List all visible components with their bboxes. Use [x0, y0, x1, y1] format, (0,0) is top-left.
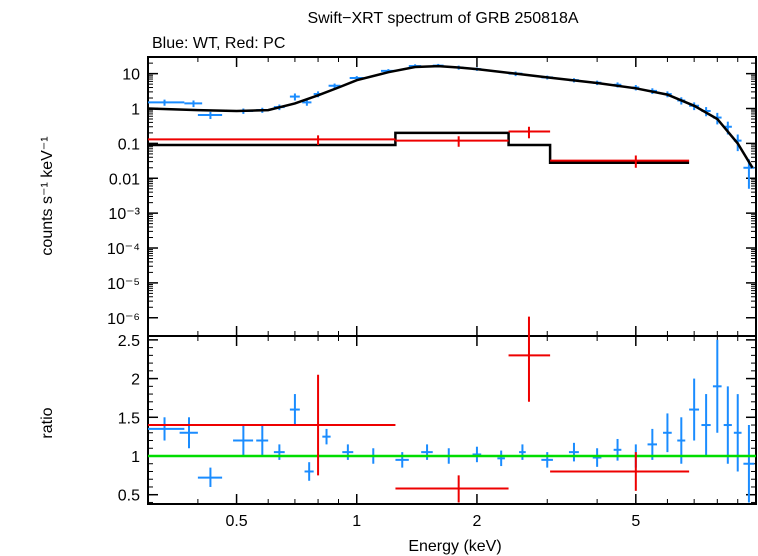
- pc-data-point: [508, 126, 551, 139]
- spectrum-y-tick-label: 1: [131, 102, 140, 119]
- wt-ratio-point: [342, 444, 354, 460]
- wt-ratio-point: [322, 428, 331, 445]
- ratio-y-tick-label: 1.5: [118, 410, 140, 427]
- pc-data-point: [550, 155, 690, 168]
- wt-ratio-point: [179, 417, 198, 449]
- wt-model-curve: [147, 64, 754, 169]
- wt-ratio-point: [197, 467, 223, 487]
- ratio-y-tick-label: 2: [131, 372, 140, 389]
- wt-ratio-point: [701, 394, 711, 456]
- chart-title: Swift−XRT spectrum of GRB 250818A: [307, 10, 578, 27]
- pc-ratio-point: [550, 452, 690, 491]
- wt-ratio-point: [743, 425, 755, 503]
- wt-data-point: [289, 93, 300, 101]
- x-tick-label: 2: [472, 513, 481, 530]
- x-tick-label: 5: [631, 513, 640, 530]
- x-tick-label: 1: [352, 513, 361, 530]
- wt-ratio-point: [421, 444, 433, 460]
- spectrum-frame: [147, 56, 757, 337]
- wt-ratio-point: [613, 438, 622, 461]
- wt-ratio-point: [663, 413, 672, 453]
- wt-data-point: [148, 99, 185, 106]
- wt-ratio-point: [497, 450, 505, 467]
- wt-ratio-point: [568, 442, 579, 462]
- wt-data-point: [184, 100, 203, 108]
- spectrum-panel: 10 1 0.1 0.01 10⁻³ 10⁻⁴ 10⁻⁵ 10⁻⁶: [107, 56, 757, 337]
- spectrum-y-tick-label: 10⁻⁶: [107, 311, 140, 328]
- wt-ratio-point: [233, 425, 254, 456]
- x-axis-label: Energy (keV): [408, 538, 501, 555]
- wt-ratio-point: [647, 428, 658, 460]
- chart-subtitle: Blue: WT, Red: PC: [152, 35, 285, 52]
- ratio-frame: [147, 335, 757, 505]
- ratio-y-tick-label: 0.5: [118, 488, 140, 505]
- pc-ratio-point: [148, 374, 396, 476]
- wt-ratio-point: [148, 417, 185, 441]
- wt-ratio-point: [472, 446, 482, 463]
- pc-data-point: [395, 136, 509, 147]
- pc-data-point: [148, 135, 396, 145]
- wt-ratio-point: [289, 394, 300, 426]
- wt-ratio-point: [733, 394, 742, 472]
- wt-ratio-point: [304, 462, 314, 481]
- wt-ratio-point: [541, 452, 553, 468]
- pc-model-steps: [148, 131, 690, 164]
- wt-ratio-point: [256, 425, 269, 456]
- spectrum-y-tick-label: 0.1: [118, 136, 140, 153]
- wt-data-point: [302, 99, 312, 106]
- wt-data-point: [328, 83, 341, 89]
- ratio-y-tick-label: 1: [131, 449, 140, 466]
- spectrum-y-tick-label: 0.01: [109, 171, 140, 188]
- ratio-ylabel: ratio: [39, 407, 56, 438]
- spectrum-y-tick-label: 10⁻⁴: [107, 241, 140, 258]
- wt-ratio-point: [519, 444, 526, 460]
- spectrum-ylabel: counts s⁻¹ keV⁻¹: [39, 136, 56, 255]
- spectrum-y-tick-label: 10⁻³: [108, 206, 140, 223]
- wt-ratio-point: [592, 448, 602, 467]
- pc-ratio-point: [508, 316, 551, 402]
- wt-ratio-point: [723, 386, 732, 464]
- ratio-y-tick-label: 2.5: [118, 333, 140, 350]
- spectrum-y-tick-label: 10: [122, 67, 140, 84]
- pc-ratio-point: [395, 475, 509, 503]
- x-tick-label: 0.5: [225, 513, 247, 530]
- ratio-panel: 0.5 1 1.5 2 2.5 0.5 1 2 5: [118, 316, 757, 530]
- wt-ratio-point: [395, 452, 409, 468]
- wt-ratio-point: [689, 378, 700, 441]
- wt-ratio-point: [273, 444, 285, 460]
- spectrum-y-tick-label: 10⁻⁵: [107, 276, 140, 293]
- wt-data-point: [197, 111, 223, 120]
- wt-ratio-point: [712, 339, 722, 433]
